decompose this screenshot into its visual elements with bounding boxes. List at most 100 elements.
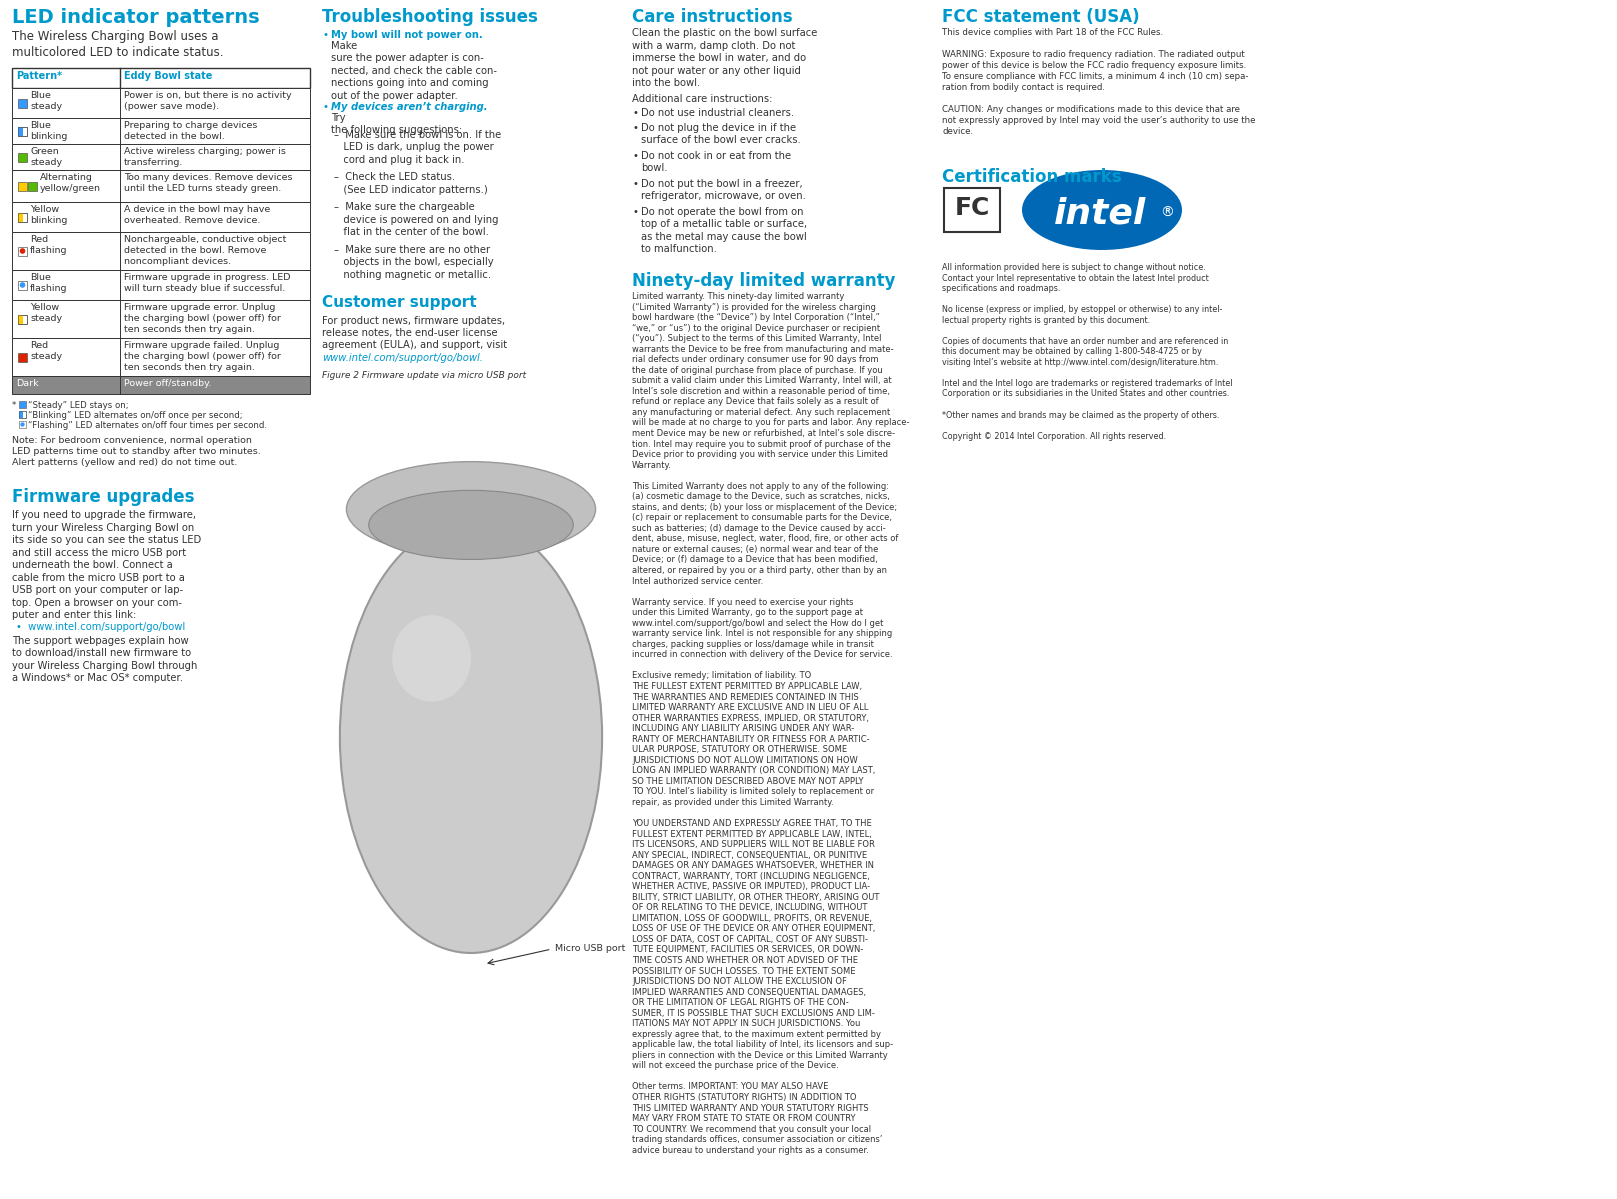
Circle shape — [19, 282, 26, 288]
Text: “Blinking” LED alternates on/off once per second;: “Blinking” LED alternates on/off once pe… — [27, 411, 243, 420]
Text: Do not put the bowl in a freezer,
refrigerator, microwave, or oven.: Do not put the bowl in a freezer, refrig… — [640, 179, 805, 201]
Text: release notes, the end-user license: release notes, the end-user license — [322, 329, 498, 338]
Text: Figure 2 Firmware update via micro USB port: Figure 2 Firmware update via micro USB p… — [322, 370, 526, 380]
Text: LED indicator patterns: LED indicator patterns — [11, 8, 260, 28]
Text: Do not use industrial cleaners.: Do not use industrial cleaners. — [640, 108, 794, 118]
Bar — [18, 152, 27, 162]
Bar — [27, 181, 37, 191]
Bar — [11, 201, 310, 231]
Bar — [11, 144, 310, 170]
Text: Clean the plastic on the bowl surface
with a warm, damp cloth. Do not
immerse th: Clean the plastic on the bowl surface wi… — [632, 28, 817, 89]
Text: For product news, firmware updates,: For product news, firmware updates, — [322, 315, 505, 325]
Text: •: • — [322, 30, 328, 40]
Text: Firmware upgrade in progress. LED
will turn steady blue if successful.: Firmware upgrade in progress. LED will t… — [125, 273, 291, 293]
Bar — [19, 411, 26, 418]
Text: Do not cook in or eat from the
bowl.: Do not cook in or eat from the bowl. — [640, 151, 791, 174]
Bar — [11, 376, 310, 394]
Text: Alternating
yellow/green: Alternating yellow/green — [40, 173, 100, 193]
Circle shape — [21, 422, 24, 427]
Bar — [11, 231, 310, 270]
Bar — [18, 181, 27, 191]
Text: Firmware upgrade failed. Unplug
the charging bowl (power off) for
ten seconds th: Firmware upgrade failed. Unplug the char… — [125, 341, 281, 372]
Bar — [18, 127, 27, 135]
Bar — [944, 188, 999, 231]
Text: –  Check the LED status.
   (See LED indicator patterns.): – Check the LED status. (See LED indicat… — [335, 173, 488, 195]
Text: Yellow
blinking: Yellow blinking — [31, 205, 68, 224]
Bar — [19, 411, 23, 418]
Text: Certification marks: Certification marks — [943, 168, 1122, 186]
Ellipse shape — [369, 490, 574, 560]
Bar — [18, 127, 23, 135]
Bar — [18, 212, 27, 222]
Bar — [18, 98, 27, 108]
Text: This device complies with Part 18 of the FCC Rules.

WARNING: Exposure to radio : This device complies with Part 18 of the… — [943, 28, 1255, 135]
Text: •: • — [632, 207, 637, 217]
Text: intel: intel — [1054, 195, 1146, 230]
Text: My devices aren’t charging.: My devices aren’t charging. — [331, 102, 487, 112]
Text: •: • — [632, 151, 637, 161]
Text: The Wireless Charging Bowl uses a
multicolored LED to indicate status.: The Wireless Charging Bowl uses a multic… — [11, 30, 223, 60]
Text: Red
steady: Red steady — [31, 341, 61, 361]
Text: Do not plug the device in if the
surface of the bowl ever cracks.: Do not plug the device in if the surface… — [640, 123, 800, 145]
Text: Nonchargeable, conductive object
detected in the bowl. Remove
noncompliant devic: Nonchargeable, conductive object detecte… — [125, 235, 286, 265]
Bar — [18, 314, 27, 324]
Text: The support webpages explain how
to download/install new firmware to
your Wirele: The support webpages explain how to down… — [11, 635, 197, 683]
Text: •: • — [632, 179, 637, 189]
Text: Pattern*: Pattern* — [16, 71, 61, 82]
Text: Green
steady: Green steady — [31, 147, 61, 167]
Bar — [18, 127, 27, 135]
Bar — [19, 411, 26, 418]
Text: “Steady” LED stays on;: “Steady” LED stays on; — [27, 400, 129, 410]
Text: Limited warranty. This ninety-day limited warranty
(“Limited Warranty”) is provi: Limited warranty. This ninety-day limite… — [632, 293, 909, 1155]
Text: Note: For bedroom convenience, normal operation
LED patterns time out to standby: Note: For bedroom convenience, normal op… — [11, 436, 260, 468]
Text: *: * — [11, 400, 16, 410]
Bar — [11, 170, 310, 201]
Ellipse shape — [346, 462, 595, 556]
Text: Care instructions: Care instructions — [632, 8, 792, 26]
Text: •: • — [632, 108, 637, 118]
Bar — [11, 270, 310, 300]
Bar — [19, 421, 26, 428]
Text: Blue
flashing: Blue flashing — [31, 273, 68, 293]
Text: Ninety-day limited warranty: Ninety-day limited warranty — [632, 272, 896, 290]
Text: Power off/standby.: Power off/standby. — [125, 379, 212, 388]
Text: A device in the bowl may have
overheated. Remove device.: A device in the bowl may have overheated… — [125, 205, 270, 224]
Text: If you need to upgrade the firmware,
turn your Wireless Charging Bowl on
its sid: If you need to upgrade the firmware, tur… — [11, 510, 201, 620]
Text: Customer support: Customer support — [322, 295, 477, 311]
Bar — [18, 353, 27, 362]
Text: FC: FC — [954, 195, 990, 219]
Ellipse shape — [1022, 170, 1182, 251]
Bar — [11, 300, 310, 338]
Text: •: • — [632, 123, 637, 133]
Text: –  Make sure the chargeable
   device is powered on and lying
   flat in the cen: – Make sure the chargeable device is pow… — [335, 203, 498, 237]
Text: Eddy Bowl state: Eddy Bowl state — [125, 71, 212, 82]
Text: Preparing to charge devices
detected in the bowl.: Preparing to charge devices detected in … — [125, 121, 257, 140]
Text: My bowl will not power on.: My bowl will not power on. — [331, 30, 483, 40]
Text: Blue
steady: Blue steady — [31, 91, 61, 110]
Text: –  Make sure there are no other
   objects in the bowl, especially
   nothing ma: – Make sure there are no other objects i… — [335, 245, 493, 279]
Text: –  Make sure the bowl is on. If the
   LED is dark, unplug the power
   cord and: – Make sure the bowl is on. If the LED i… — [335, 129, 501, 164]
Text: Firmware upgrade error. Unplug
the charging bowl (power off) for
ten seconds the: Firmware upgrade error. Unplug the charg… — [125, 303, 281, 333]
Text: Too many devices. Remove devices
until the LED turns steady green.: Too many devices. Remove devices until t… — [125, 173, 293, 193]
Text: •: • — [322, 102, 328, 112]
Text: •  www.intel.com/support/go/bowl: • www.intel.com/support/go/bowl — [16, 622, 186, 633]
Text: All information provided here is subject to change without notice.
Contact your : All information provided here is subject… — [943, 263, 1232, 441]
Bar — [18, 314, 27, 324]
Text: www.intel.com/support/go/bowl.: www.intel.com/support/go/bowl. — [322, 353, 483, 363]
Ellipse shape — [393, 615, 471, 701]
Bar — [18, 247, 27, 255]
Text: ®: ® — [1159, 206, 1174, 219]
Text: Power is on, but there is no activity
(power save mode).: Power is on, but there is no activity (p… — [125, 91, 291, 110]
Text: Blue
blinking: Blue blinking — [31, 121, 68, 140]
Text: Additional care instructions:: Additional care instructions: — [632, 95, 773, 104]
Bar — [11, 338, 310, 376]
Bar — [18, 314, 23, 324]
Bar — [11, 88, 310, 118]
Text: FCC statement (USA): FCC statement (USA) — [943, 8, 1140, 26]
Text: agreement (EULA), and support, visit: agreement (EULA), and support, visit — [322, 341, 508, 350]
Bar — [18, 212, 27, 222]
Text: Try
the following suggestions:: Try the following suggestions: — [331, 113, 462, 135]
Bar — [11, 68, 310, 88]
Bar — [18, 212, 23, 222]
Text: Red
flashing: Red flashing — [31, 235, 68, 254]
